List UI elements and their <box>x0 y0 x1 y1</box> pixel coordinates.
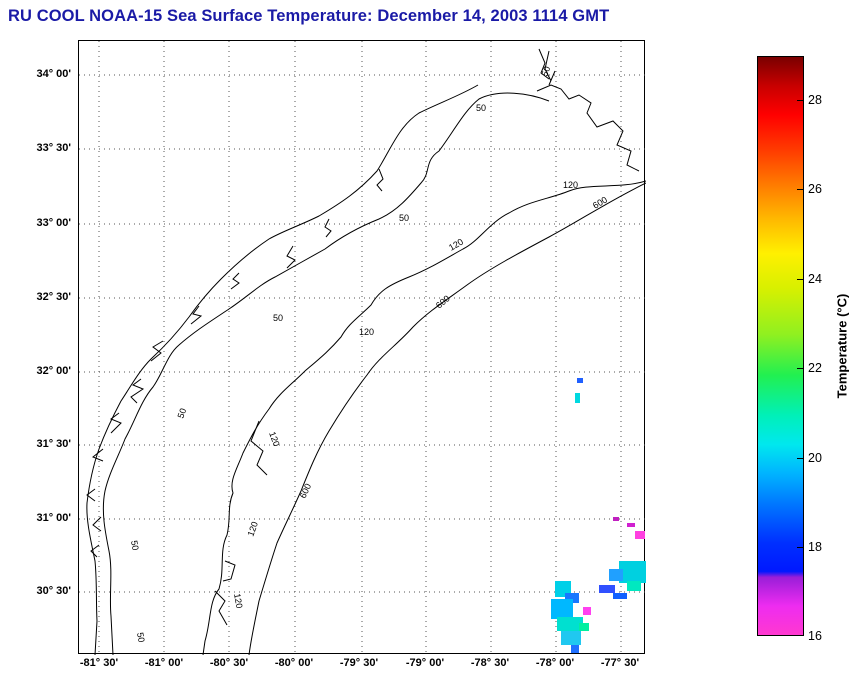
contour-label: 50 <box>399 213 409 223</box>
lat-tick-label: 32° 00' <box>36 365 71 377</box>
isobath-50 <box>102 92 550 655</box>
sst-map-panel[interactable]: 50 50 50 50 50 50 50 120 120 120 120 120… <box>78 40 646 655</box>
contour-labels: 50 50 50 50 50 50 50 120 120 120 120 120… <box>129 65 609 643</box>
sst-pixel <box>551 599 573 619</box>
colorbar-tickmark <box>797 547 804 548</box>
lon-tick-label: -80° 00' <box>274 657 314 669</box>
contour-label: 120 <box>267 430 282 448</box>
lat-tick-label: 34° 00' <box>36 68 71 80</box>
contour-label: 50 <box>175 407 188 420</box>
colorbar-tick-label: 18 <box>808 540 822 554</box>
map-svg: 50 50 50 50 50 50 50 120 120 120 120 120… <box>79 41 646 655</box>
colorbar-tickmark <box>797 279 804 280</box>
sst-pixel <box>557 617 583 631</box>
contour-label: 50 <box>129 540 141 552</box>
lat-tick-label: 33° 30' <box>36 142 71 154</box>
lon-tick-label: -81° 00' <box>144 657 184 669</box>
isobath-120-inner <box>214 420 268 626</box>
lon-tick-label: -81° 30' <box>79 657 119 669</box>
sst-pixel <box>577 378 583 383</box>
colorbar-tick-label: 24 <box>808 272 822 286</box>
sst-pixel <box>609 569 623 581</box>
sst-pixel <box>575 393 580 403</box>
sst-pixel <box>619 561 646 583</box>
contour-label: 120 <box>447 237 465 253</box>
lat-tick-label: 31° 30' <box>36 438 71 450</box>
sst-pixel <box>613 517 619 521</box>
lon-tick-label: -80° 30' <box>209 657 249 669</box>
temperature-colorbar <box>757 56 804 636</box>
contour-label: 120 <box>563 180 578 190</box>
colorbar-tick-label: 22 <box>808 361 822 375</box>
colorbar-label: Temperature (°C) <box>834 293 849 399</box>
contour-label: 50 <box>273 313 283 323</box>
isobath-120 <box>202 180 646 655</box>
contour-label: 600 <box>434 293 452 310</box>
lon-tick-label: -79° 30' <box>339 657 379 669</box>
colorbar-tickmark <box>797 368 804 369</box>
lat-tick-label: 31° 00' <box>36 512 71 524</box>
colorbar-tickmark <box>797 189 804 190</box>
isobath-600 <box>248 182 646 655</box>
coastline <box>86 84 479 655</box>
lat-tick-label: 32° 30' <box>36 291 71 303</box>
lon-tick-label: -78° 30' <box>470 657 510 669</box>
sst-pixel <box>561 631 581 645</box>
lat-tick-label: 30° 30' <box>36 585 71 597</box>
contour-label: 120 <box>232 593 244 610</box>
contour-label: 50 <box>476 103 486 113</box>
colorbar-tick-label: 20 <box>808 451 822 465</box>
colorbar-tick-label: 26 <box>808 182 822 196</box>
lon-tick-label: -79° 00' <box>405 657 445 669</box>
colorbar-tickmark <box>797 458 804 459</box>
sst-pixel <box>599 585 615 593</box>
contour-label: 50 <box>135 632 147 644</box>
sst-pixel <box>635 531 645 539</box>
sst-pixel <box>583 607 591 615</box>
sst-pixel <box>613 593 627 599</box>
contour-label: 120 <box>359 327 374 337</box>
contour-label: 50 <box>539 65 552 78</box>
grid <box>79 41 646 655</box>
isobath-50-north <box>536 84 640 172</box>
colorbar-tick-label: 16 <box>808 629 822 643</box>
sst-pixel <box>571 645 579 653</box>
sst-pixel <box>627 581 641 591</box>
coastline-islands <box>86 48 556 558</box>
colorbar-tickmark <box>797 100 804 101</box>
lat-tick-label: 33° 00' <box>36 217 71 229</box>
sst-pixel <box>627 523 635 527</box>
sst-data-patches <box>551 378 646 653</box>
sst-pixel <box>579 623 589 631</box>
sst-pixel <box>565 593 579 603</box>
lon-tick-label: -77° 30' <box>600 657 640 669</box>
contour-label: 120 <box>245 520 260 538</box>
chart-title: RU COOL NOAA-15 Sea Surface Temperature:… <box>8 7 610 25</box>
contour-label: 600 <box>591 195 609 211</box>
lon-tick-label: -78° 00' <box>535 657 575 669</box>
contour-label: 600 <box>298 482 313 500</box>
colorbar-tick-label: 28 <box>808 93 822 107</box>
